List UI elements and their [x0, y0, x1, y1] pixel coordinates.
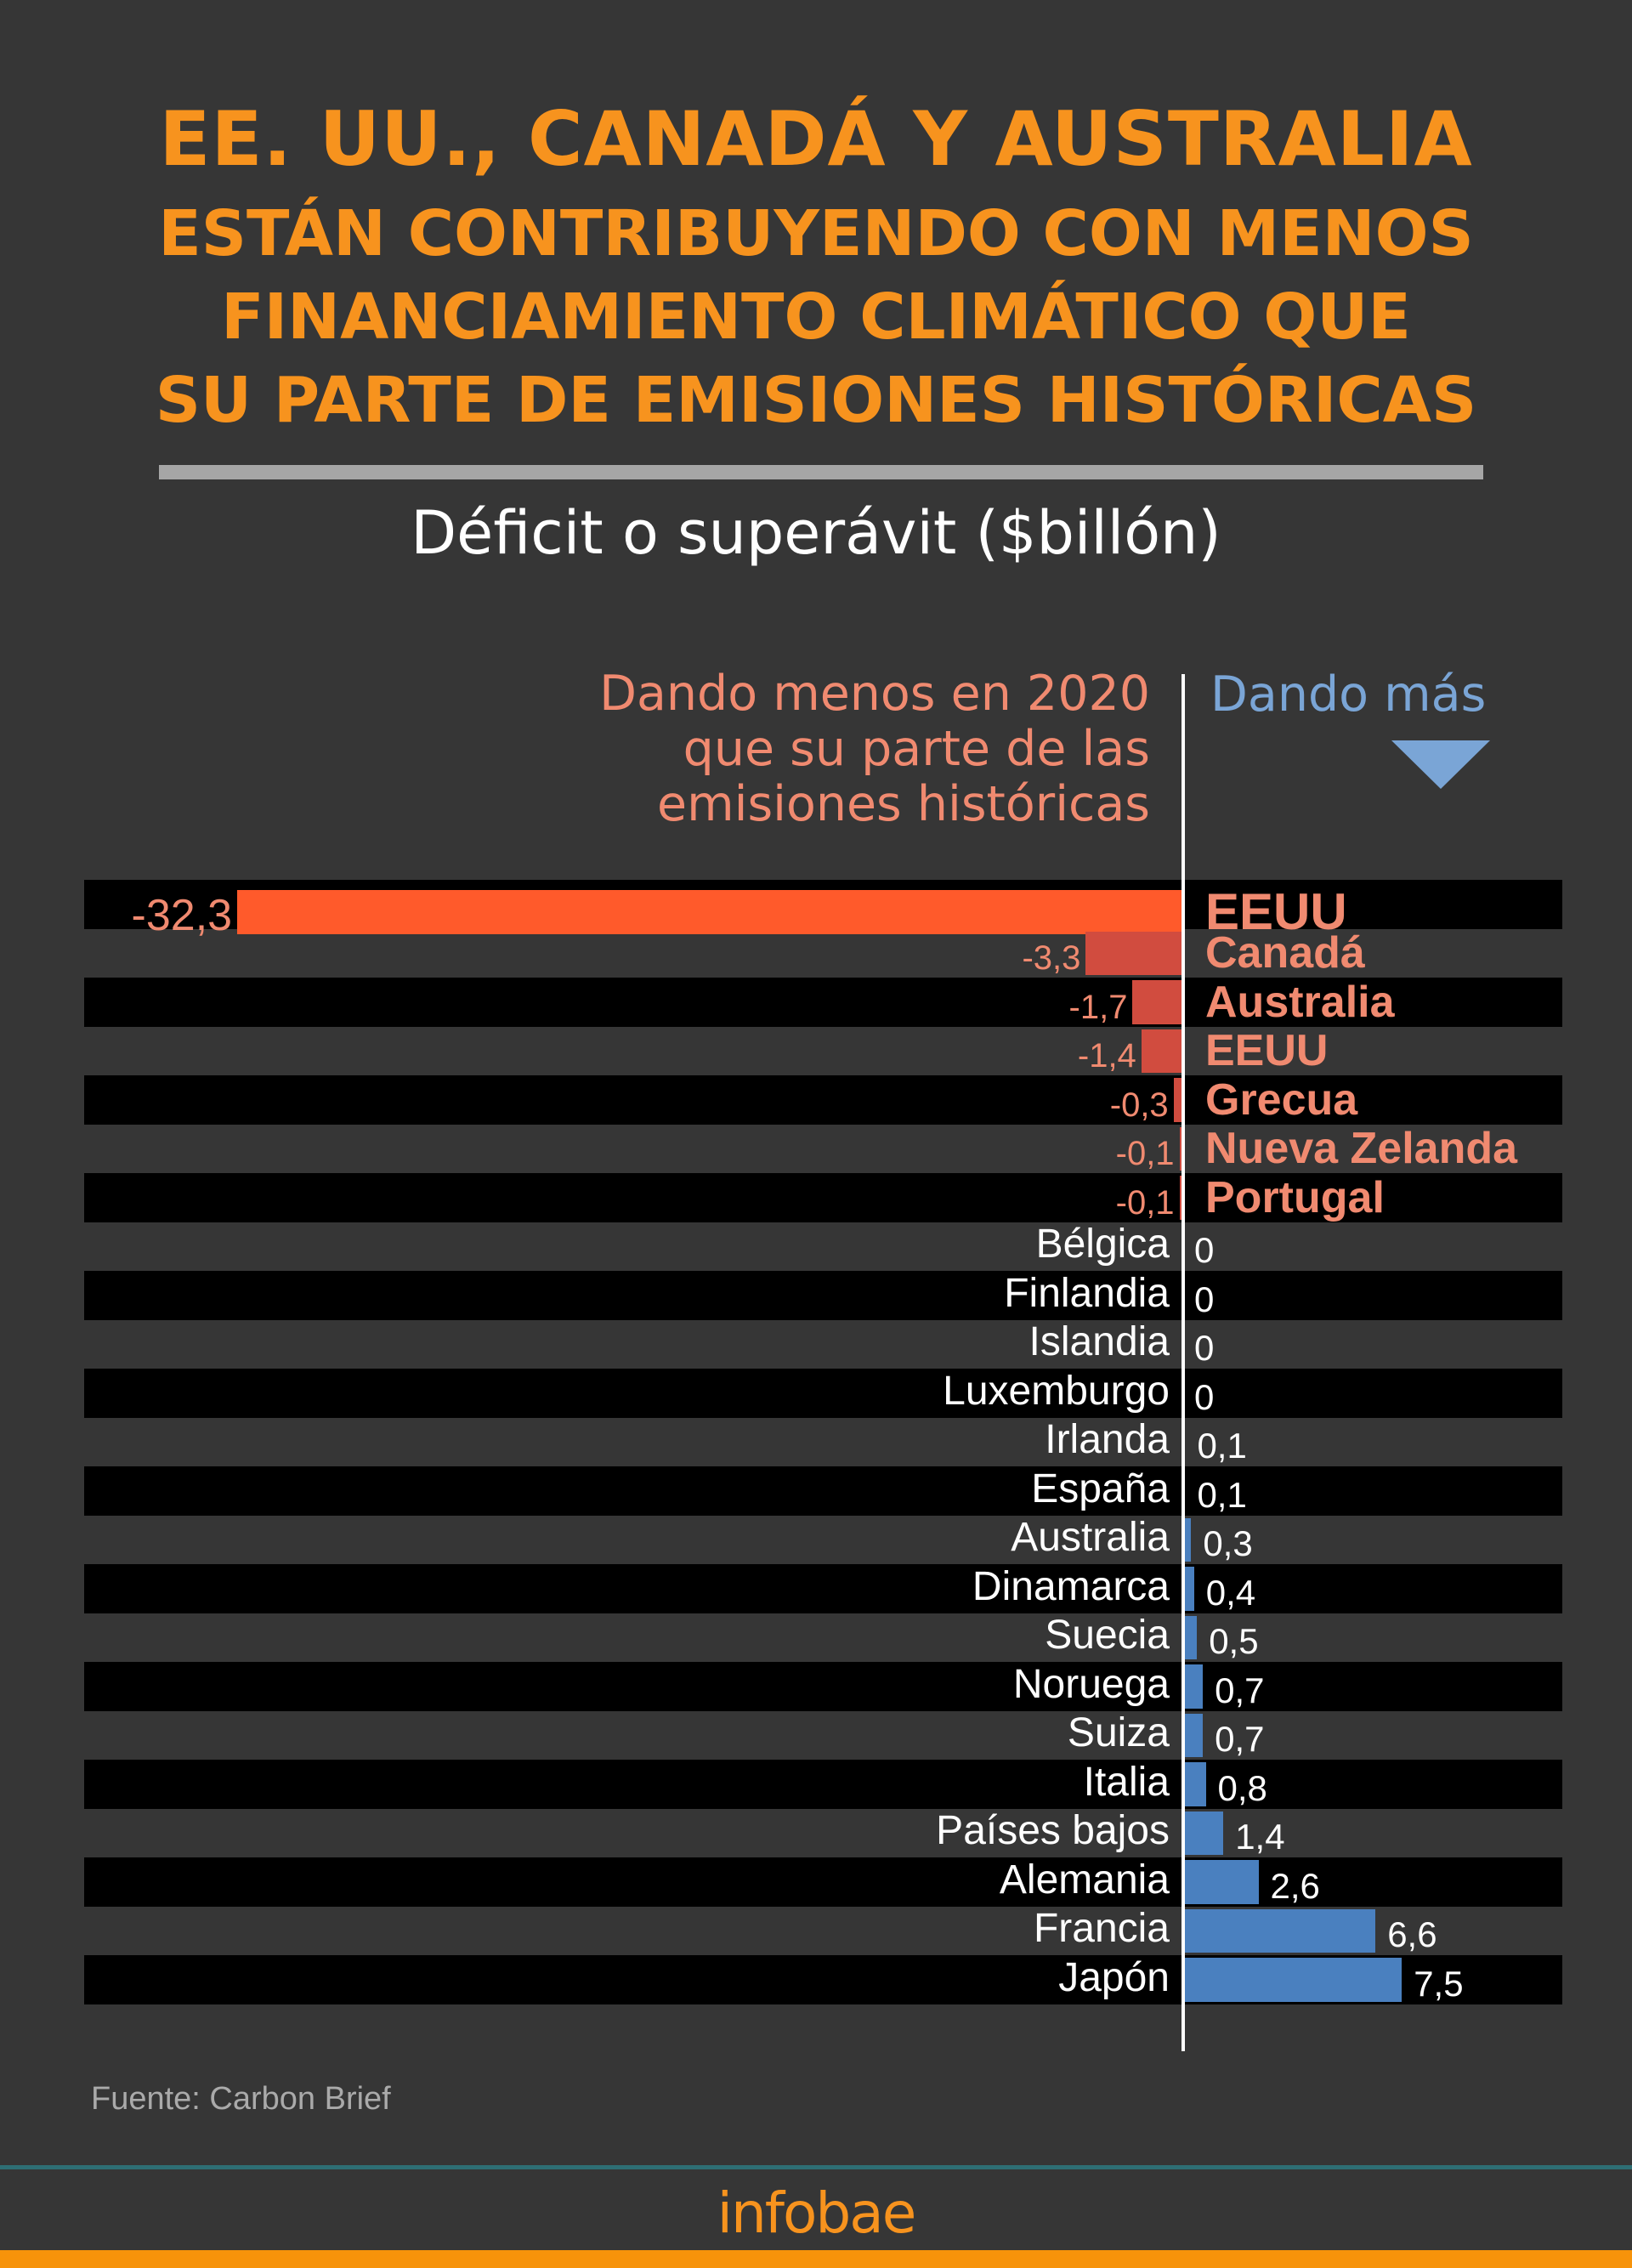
row-band [84, 1173, 1562, 1222]
title-line-4: SU PARTE DE EMISIONES HISTÓRICAS [155, 364, 1477, 437]
category-label: Bélgica [1035, 1222, 1170, 1267]
category-label: Islandia [1028, 1319, 1170, 1365]
value-label: 6,6 [1387, 1914, 1437, 1955]
row-band [84, 1369, 1562, 1418]
value-label: -0,1 [1115, 1135, 1175, 1173]
value-label: 0 [1194, 1279, 1215, 1319]
footer-stripe [0, 2250, 1632, 2268]
bar [1182, 1615, 1198, 1659]
row-band [84, 1075, 1562, 1125]
chart-subtitle: Déficit o superávit ($billón) [411, 498, 1221, 568]
row-band [84, 1564, 1562, 1613]
bar [237, 890, 1182, 934]
legend-negative: Dando menos en 2020 que su parte de las … [599, 666, 1150, 832]
bar [1182, 1908, 1376, 1953]
row-band [84, 978, 1562, 1027]
category-label: Italia [1083, 1759, 1170, 1805]
category-label: EEUU [1205, 1026, 1329, 1076]
value-label: -0,1 [1115, 1183, 1175, 1222]
value-label: -3,3 [1022, 939, 1081, 978]
bar [1182, 1762, 1206, 1806]
category-label: Australia [1205, 977, 1395, 1027]
value-label: 0,1 [1197, 1474, 1247, 1515]
category-label: Francia [1033, 1906, 1170, 1952]
category-label: Dinamarca [972, 1563, 1170, 1609]
category-label: Australia [1011, 1515, 1170, 1561]
value-label: 0,7 [1215, 1670, 1265, 1710]
value-label: 0 [1194, 1376, 1215, 1417]
value-label: -0,3 [1109, 1086, 1169, 1124]
category-label: Luxemburgo [943, 1368, 1170, 1414]
title-line-3: FINANCIAMIENTO CLIMÁTICO QUE [221, 281, 1411, 354]
legend-negative-line: emisiones históricas [657, 776, 1150, 832]
value-label: 7,5 [1414, 1963, 1464, 2004]
category-label: Noruega [1012, 1661, 1170, 1707]
value-label: -1,4 [1077, 1037, 1136, 1075]
value-label: -32,3 [131, 891, 233, 940]
zero-axis [1182, 674, 1185, 2051]
bar [1182, 1664, 1204, 1709]
value-label: 1,4 [1235, 1817, 1285, 1857]
bar [1132, 980, 1182, 1024]
category-label: Países bajos [936, 1808, 1170, 1854]
value-label: 0,7 [1215, 1719, 1265, 1760]
bar [1085, 931, 1182, 975]
category-label: Nueva Zelanda [1205, 1124, 1518, 1174]
category-label: España [1031, 1466, 1170, 1511]
legend-positive: Dando más [1210, 666, 1487, 723]
value-label: 0 [1194, 1230, 1215, 1271]
bar [1182, 1713, 1204, 1757]
bar [1179, 1176, 1182, 1220]
value-label: 0,4 [1205, 1572, 1256, 1613]
infobae-logo: infobae [717, 2180, 917, 2246]
footer-divider [0, 2165, 1632, 2169]
category-label: Grecua [1205, 1074, 1358, 1125]
category-label: Finlandia [1004, 1270, 1170, 1316]
category-label: EEUU [1205, 883, 1347, 940]
row-band [84, 1857, 1562, 1907]
value-label: 0,8 [1217, 1767, 1267, 1808]
bar [1182, 1958, 1402, 2002]
legend-negative-line: que su parte de las [683, 721, 1150, 777]
triangle-down-icon [1391, 740, 1490, 789]
row-band [84, 1466, 1562, 1516]
category-label: Portugal [1205, 1172, 1385, 1222]
value-label: 0,5 [1209, 1621, 1259, 1662]
value-label: 0 [1194, 1328, 1215, 1369]
value-label: 2,6 [1270, 1865, 1320, 1906]
value-label: 0,1 [1197, 1426, 1247, 1466]
source-note: Fuente: Carbon Brief [91, 2081, 391, 2117]
row-band [84, 1662, 1562, 1711]
bar [1182, 1517, 1192, 1562]
category-label: Alemania [999, 1857, 1170, 1902]
bar [1173, 1078, 1182, 1122]
value-label: -1,7 [1068, 988, 1128, 1026]
bar [1141, 1029, 1182, 1073]
bar [1182, 1811, 1224, 1855]
title-divider [159, 465, 1483, 479]
row-band [84, 1760, 1562, 1809]
bar [1182, 1860, 1259, 1904]
category-label: Irlanda [1045, 1417, 1170, 1463]
category-label: Canadá [1205, 928, 1365, 978]
row-band [84, 1271, 1562, 1320]
category-label: Japón [1058, 1954, 1170, 2000]
legend-negative-line: Dando menos en 2020 [599, 666, 1150, 722]
category-label: Suecia [1045, 1613, 1170, 1658]
title-line-2: ESTÁN CONTRIBUYENDO CON MENOS [158, 197, 1474, 270]
bar [1182, 1567, 1194, 1611]
category-label: Suiza [1067, 1710, 1170, 1756]
title-line-1: EE. UU., CANADÁ Y AUSTRALIA [159, 95, 1473, 183]
bar [1179, 1126, 1182, 1171]
value-label: 0,3 [1203, 1523, 1253, 1564]
